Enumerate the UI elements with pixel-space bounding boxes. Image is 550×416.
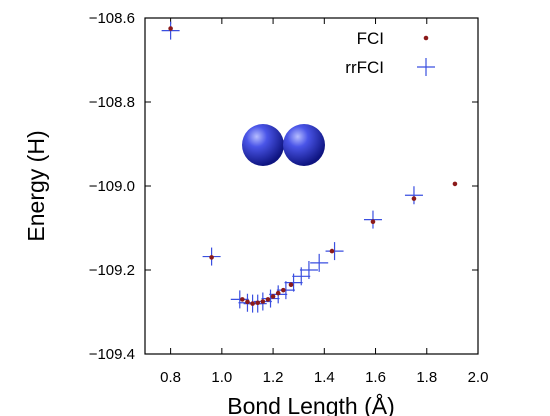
y-tick-label: −109.4	[89, 346, 135, 363]
atom-right	[283, 124, 325, 166]
y-axis: −109.4 −109.2 −109.0 −108.8 −108.6	[89, 10, 478, 363]
fci-legend-dot	[423, 35, 429, 41]
rrfci-point	[230, 290, 249, 309]
rrfci-point	[261, 289, 280, 308]
y-tick-label: −108.8	[89, 94, 135, 111]
x-tick-label: 1.8	[416, 369, 437, 386]
y-tick-label: −109.0	[89, 178, 135, 195]
fci-point	[168, 26, 173, 31]
fci-point	[250, 301, 255, 306]
series-fci	[168, 26, 458, 306]
plot-frame	[144, 17, 479, 355]
x-axis-label: Bond Length (Å)	[227, 392, 395, 416]
x-tick-label: 1.4	[314, 369, 335, 386]
x-tick-label: 1.0	[211, 369, 232, 386]
rrfci-point	[310, 253, 329, 272]
rrfci-legend-plus	[417, 58, 435, 76]
rrfci-point	[299, 261, 318, 279]
fci-point	[452, 181, 458, 187]
x-tick-label: 0.8	[160, 369, 181, 386]
atom-left	[242, 124, 284, 166]
x-tick-label: 1.2	[263, 369, 284, 386]
rrfci-point	[276, 281, 295, 300]
legend: FCI rrFCI	[345, 29, 435, 77]
fci-point	[265, 297, 271, 302]
legend-marker-fci	[423, 35, 429, 41]
x-tick-label: 1.6	[365, 369, 386, 386]
fci-point	[245, 299, 250, 305]
fci-point	[288, 282, 294, 288]
legend-label-fci: FCI	[357, 29, 384, 48]
legend-label-rrfci: rrFCI	[345, 58, 384, 77]
y-axis-label: Energy (H)	[23, 130, 49, 241]
fci-point	[260, 299, 266, 304]
fci-point	[281, 287, 286, 293]
fci-point	[240, 297, 245, 302]
fci-point	[270, 294, 276, 299]
fci-point	[329, 248, 335, 254]
rrfci-point	[325, 242, 344, 261]
x-axis: 0.8 1.0 1.2 1.4 1.6 1.8 2.0	[160, 18, 488, 386]
fci-point	[411, 196, 417, 201]
series-layer	[161, 21, 458, 313]
fci-point	[275, 290, 281, 296]
y-tick-label: −109.2	[89, 262, 135, 279]
fci-point	[370, 219, 376, 224]
rrfci-point	[404, 186, 423, 205]
fci-point	[209, 255, 214, 260]
molecule-inset	[242, 124, 325, 166]
legend-marker-rrfci	[417, 58, 435, 76]
fci-point	[255, 300, 261, 306]
x-tick-label: 2.0	[468, 369, 489, 386]
y-tick-label: −108.6	[89, 10, 135, 27]
